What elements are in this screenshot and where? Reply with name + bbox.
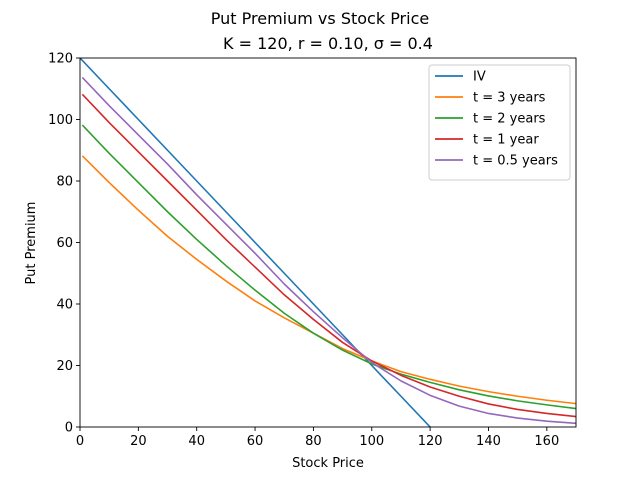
y-tick-label-0: 0	[65, 421, 73, 436]
legend-box	[428, 64, 571, 181]
series-line-0	[80, 58, 432, 427]
x-tick-label-6: 120	[418, 434, 443, 449]
y-tick-label-1: 20	[56, 359, 73, 374]
x-tick-label-8: 160	[534, 434, 559, 449]
x-tick-label-1: 20	[130, 434, 147, 449]
y-axis-label: Put Premium	[24, 202, 39, 285]
x-tick-label-3: 60	[247, 434, 264, 449]
legend-label-1: t = 3 years	[473, 91, 546, 106]
y-tick-label-5: 100	[48, 113, 73, 128]
y-tick-label-3: 60	[56, 236, 73, 251]
chart-subtitle: K = 120, r = 0.10, σ = 0.4	[223, 34, 433, 53]
x-tick-label-0: 0	[76, 434, 84, 449]
plot-area: 0 20 40 60 80 100 120 140 160 0 20 40 60 80 100 120	[48, 52, 577, 449]
chart-title: Put Premium vs Stock Price	[211, 9, 429, 28]
y-tick-label-4: 80	[56, 175, 73, 190]
x-axis-label: Stock Price	[292, 456, 364, 471]
y-tick-label-2: 40	[56, 298, 73, 313]
series-lines	[80, 58, 576, 427]
y-tick-label-6: 120	[48, 52, 73, 67]
legend-label-0: IV	[473, 70, 486, 85]
legend: IV t = 3 years t = 2 years t = 1 year t = 0.…	[428, 64, 571, 181]
x-tick-label-2: 40	[188, 434, 205, 449]
series-line-1	[81, 155, 576, 405]
series-line-2	[81, 124, 576, 410]
series-line-3	[81, 93, 576, 418]
x-tick-label-7: 140	[476, 434, 501, 449]
x-tick-label-5: 100	[359, 434, 384, 449]
legend-label-2: t = 2 years	[473, 112, 546, 127]
series-line-4	[81, 76, 576, 425]
legend-label-4: t = 0.5 years	[473, 154, 558, 169]
legend-label-3: t = 1 year	[473, 133, 539, 148]
x-tick-label-4: 80	[305, 434, 322, 449]
